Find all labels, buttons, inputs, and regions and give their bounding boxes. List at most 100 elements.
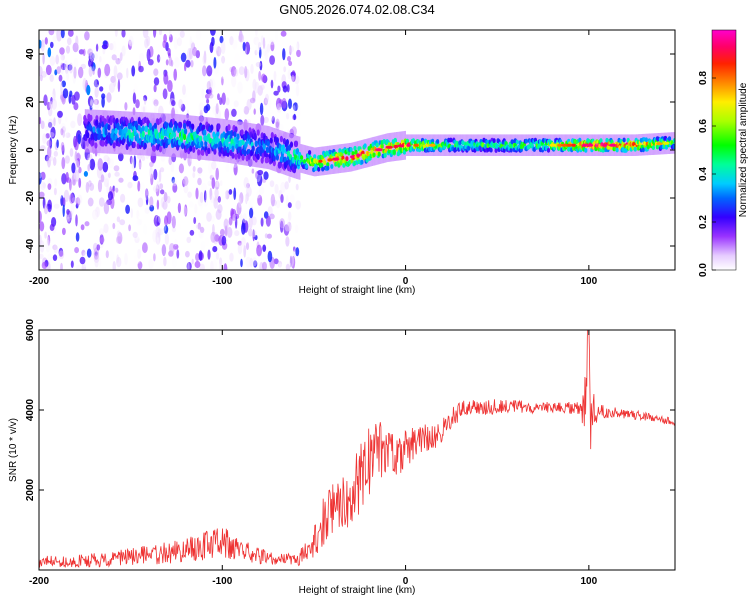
snr-frame [38, 329, 676, 571]
heatmap-speckle [109, 43, 114, 51]
heatmap-speckle [246, 199, 250, 212]
heatmap-ridge-cell [294, 140, 299, 147]
heatmap-speckle [98, 257, 102, 268]
heatmap-hotspot [429, 143, 436, 147]
heatmap-speckle [269, 39, 275, 46]
heatmap-speckle [45, 239, 51, 253]
heatmap-hotspot [327, 158, 333, 162]
heatmap-speckle [182, 178, 189, 185]
heatmap-speckle [163, 192, 168, 202]
heatmap-ridge-cell [236, 133, 240, 140]
heatmap-speckle [109, 249, 114, 261]
heatmap-speckle [202, 65, 207, 77]
heatmap-speckle [39, 65, 43, 77]
heatmap-speckle [148, 258, 154, 269]
heatmap-speckle [55, 30, 59, 36]
heatmap-speckle [144, 38, 149, 49]
heatmap-speckle [52, 35, 57, 42]
heatmap-speckle [47, 253, 52, 264]
heatmap-speckle [64, 155, 70, 164]
heatmap-ridge-cell [167, 137, 172, 145]
heatmap-speckle [107, 157, 111, 165]
heatmap-speckle [206, 212, 212, 222]
heatmap-ridge-cell [183, 133, 187, 141]
heatmap-speckle [128, 224, 132, 232]
heatmap-speckle [176, 37, 182, 47]
heatmap-speckle [244, 41, 251, 55]
heatmap-ridge-halo [348, 143, 350, 172]
heatmap-speckle [208, 161, 213, 174]
heatmap-speckle [276, 199, 281, 209]
heatmap-ridge-cell [181, 142, 185, 150]
heatmap-speckle [71, 162, 76, 174]
heatmap-ridge-cell [179, 121, 183, 129]
heatmap-speckle [257, 194, 263, 206]
heatmap-speckle [56, 139, 59, 148]
heatmap-ridge-cell [216, 130, 220, 137]
heatmap-speckle [130, 208, 133, 219]
heatmap-speckle [42, 52, 45, 65]
heatmap-speckle [58, 74, 63, 82]
x-tick-label: 100 [581, 576, 598, 587]
heatmap-speckle [266, 37, 272, 43]
heatmap-speckle [219, 180, 223, 187]
heatmap-speckle [49, 74, 54, 82]
heatmap-speckle [74, 247, 79, 254]
heatmap-speckle [173, 37, 178, 50]
heatmap-speckle [210, 231, 217, 243]
heatmap-speckle [215, 167, 219, 181]
y-tick-label: 6000 [25, 318, 36, 341]
heatmap-speckle [138, 218, 143, 226]
heatmap-speckle [138, 159, 142, 170]
x-tick-label: -200 [29, 276, 49, 287]
heatmap-speckle [221, 92, 226, 105]
heatmap-speckle [132, 175, 139, 182]
heatmap-speckle [112, 261, 116, 270]
heatmap-ridge-cell [377, 151, 381, 157]
heatmap-ridge-halo [84, 109, 86, 153]
heatmap-speckle [96, 244, 101, 251]
heatmap-ridge-cell [101, 140, 105, 147]
heatmap-speckle [236, 80, 240, 88]
heatmap-ridge-halo [462, 134, 464, 156]
heatmap-ridge-cell [449, 137, 453, 143]
heatmap-speckle [287, 56, 291, 62]
heatmap-speckle [288, 175, 291, 183]
heatmap-speckle [87, 153, 93, 161]
heatmap-speckle [49, 223, 55, 231]
heatmap-speckle [185, 250, 190, 258]
heatmap-speckle [221, 76, 224, 86]
heatmap-speckle [149, 166, 153, 179]
heatmap-speckle [245, 195, 250, 201]
heatmap-ridge-halo [109, 110, 111, 154]
heatmap-ridge-cell [125, 119, 129, 126]
heatmap-speckle [147, 102, 150, 116]
heatmap-speckle [220, 41, 226, 55]
heatmap-speckle [296, 41, 300, 51]
heatmap-speckle [277, 260, 283, 268]
heatmap-speckle [199, 211, 202, 219]
heatmap-ridge-cell [289, 141, 294, 148]
heatmap-speckle [101, 44, 108, 50]
heatmap-speckle [225, 97, 230, 106]
heatmap-speckle [168, 155, 173, 166]
heatmap-speckle [285, 253, 291, 265]
heatmap-speckle [234, 47, 240, 58]
heatmap-speckle [119, 219, 126, 226]
heatmap-speckle [213, 67, 219, 75]
heatmap-speckle [192, 46, 198, 57]
heatmap-speckle [158, 55, 165, 61]
heatmap-speckle [140, 97, 147, 108]
heatmap-speckle [293, 42, 299, 51]
heatmap-speckle [192, 172, 196, 178]
x-tick-label: 0 [403, 576, 409, 587]
heatmap-speckle [197, 222, 201, 230]
x-tick-label: 100 [581, 276, 598, 287]
heatmap-speckle [119, 52, 123, 61]
heatmap-speckle [73, 57, 79, 68]
heatmap-ridge-cell [231, 152, 235, 159]
heatmap-speckle [253, 36, 260, 46]
heatmap-ridge-halo [220, 118, 222, 162]
heatmap-speckle [288, 46, 295, 53]
heatmap-speckle [246, 183, 250, 189]
